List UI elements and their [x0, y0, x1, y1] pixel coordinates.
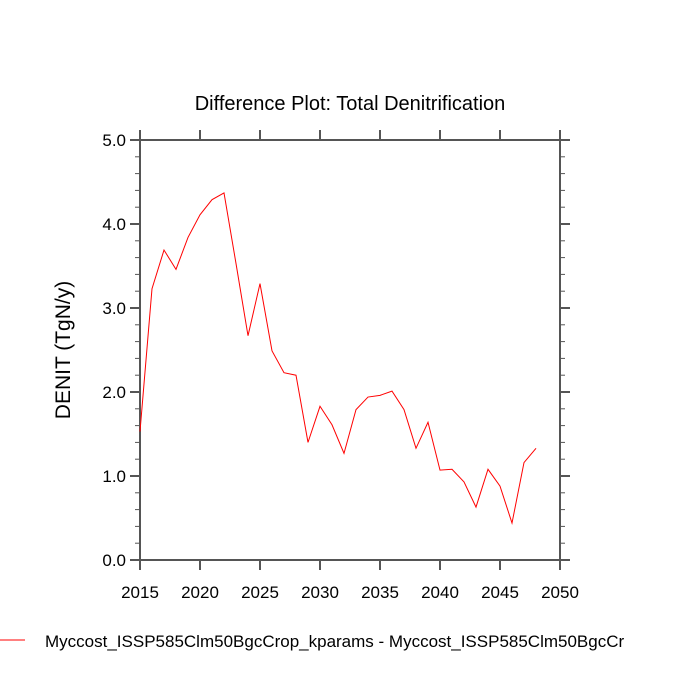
- y-tick-label: 2.0: [102, 383, 126, 402]
- y-tick-label: 1.0: [102, 467, 126, 486]
- y-tick-label: 0.0: [102, 551, 126, 570]
- x-tick-label: 2045: [481, 583, 519, 602]
- x-tick-label: 2035: [361, 583, 399, 602]
- x-tick-label: 2050: [541, 583, 579, 602]
- x-tick-label: 2025: [241, 583, 279, 602]
- series-layer: [139, 192, 537, 526]
- axes: 2015 2020 2025 2030 2035 2040 2045 2050 0.0 1.0 2.…: [102, 130, 579, 602]
- y-tick-label: 5.0: [102, 131, 126, 150]
- series-line-0: [139, 192, 537, 526]
- plot-frame: [139, 139, 561, 561]
- y-axis-label: DENIT (TgN/y): [52, 281, 75, 419]
- y-tick-label: 4.0: [102, 215, 126, 234]
- y-tick-label: 3.0: [102, 299, 126, 318]
- x-tick-label: 2020: [181, 583, 219, 602]
- legend-label: Myccost_ISSP585Clm50BgcCrop_kparams - My…: [45, 632, 625, 651]
- legend: Myccost_ISSP585Clm50BgcCrop_kparams - My…: [0, 632, 625, 651]
- x-tick-label: 2030: [301, 583, 339, 602]
- x-tick-label: 2015: [121, 583, 159, 602]
- chart-title: Difference Plot: Total Denitrification: [195, 93, 506, 115]
- x-tick-label: 2040: [421, 583, 459, 602]
